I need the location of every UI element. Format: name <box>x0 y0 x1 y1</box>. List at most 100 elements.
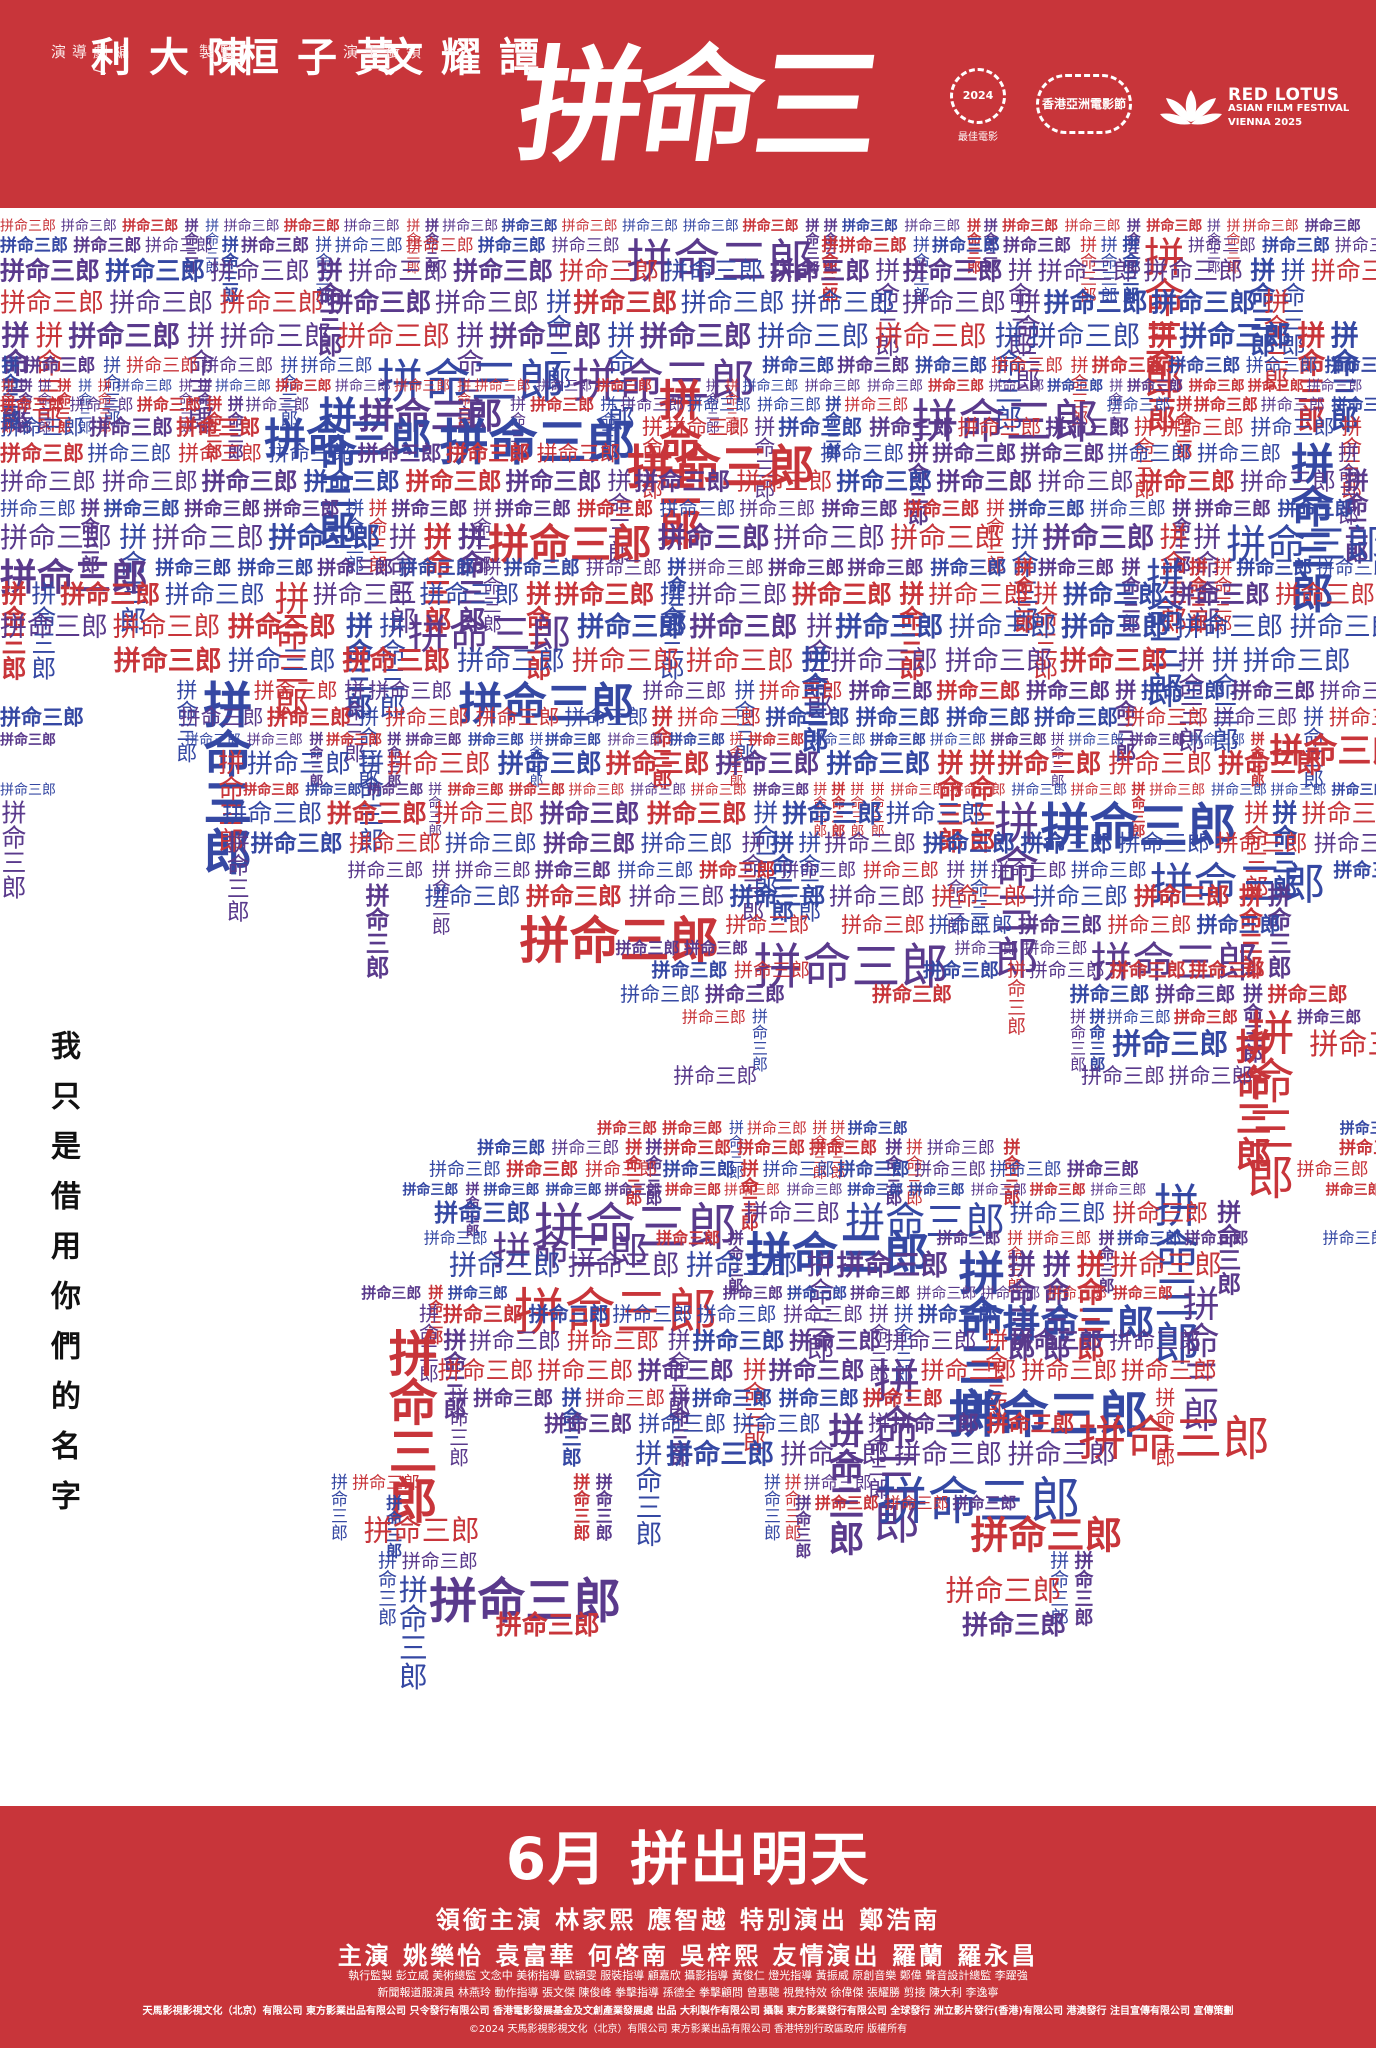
word-cloud-phrase: 拼命三郎 <box>464 1181 481 1239</box>
word-cloud-phrase: 拼命三郎 <box>1309 1027 1376 1061</box>
word-cloud-phrase: 拼命三郎 <box>1249 731 1266 789</box>
word-cloud-phrase: 拼命三郎 <box>335 378 391 395</box>
word-cloud-phrase: 拼命三郎 <box>214 749 244 853</box>
word-cloud-phrase: 拼命三郎 <box>554 580 654 609</box>
word-cloud-phrase: 拼命三郎 <box>762 355 834 377</box>
word-cloud-phrase: 拼命三郎 <box>1136 236 1184 400</box>
word-cloud-phrase: 拼命三郎 <box>89 414 173 439</box>
company-line: 天馬影視影視文化（北京）有限公司 東方影業出品有限公司 只令發行有限公司 香港電… <box>142 2006 1234 2017</box>
award-hk-asian-film-festival: 香港亞洲電影節 <box>1036 74 1132 134</box>
word-cloud-phrase: 拼命三郎 <box>1117 1229 1181 1248</box>
word-cloud-phrase: 拼命三郎 <box>559 256 659 285</box>
word-cloud-phrase: 拼命三郎 <box>104 497 180 520</box>
word-cloud-phrase: 拼命三郎 <box>243 781 299 798</box>
word-cloud-phrase: 拼命三郎 <box>429 859 451 935</box>
word-cloud-phrase: 拼命三郎 <box>622 218 678 235</box>
word-cloud-phrase: 拼命三郎 <box>1259 288 1289 392</box>
word-cloud-phrase: 拼命三郎 <box>1169 1064 1253 1088</box>
word-cloud-phrase: 拼命三郎 <box>1144 320 1177 432</box>
word-cloud-phrase: 拼命三郎 <box>174 679 198 763</box>
word-cloud-phrase: 拼命三郎 <box>991 731 1047 748</box>
word-cloud-phrase: 拼命三郎 <box>61 218 117 235</box>
word-cloud-phrase: 拼命三郎 <box>541 288 571 392</box>
word-cloud-phrase: 拼命三郎 <box>438 1356 534 1384</box>
word-cloud-phrase: 拼命三郎 <box>618 859 694 881</box>
word-cloud-phrase: 拼命三郎 <box>568 1248 680 1281</box>
word-cloud-phrase: 拼命三郎 <box>643 679 727 703</box>
word-cloud-phrase: 拼命三郎 <box>222 799 322 828</box>
word-cloud-phrase: 拼命三郎 <box>311 235 332 303</box>
word-cloud-phrase: 拼命三郎 <box>341 612 373 720</box>
word-cloud-phrase: 拼命三郎 <box>122 218 178 235</box>
word-cloud-phrase: 拼命三郎 <box>1039 1249 1072 1361</box>
word-cloud-phrase: 拼命三郎 <box>727 1119 745 1179</box>
word-cloud-phrase: 拼命三郎 <box>1213 1199 1242 1295</box>
word-cloud-phrase: 拼命三郎 <box>933 749 963 853</box>
word-cloud-phrase: 拼命三郎 <box>902 1138 923 1206</box>
word-cloud-phrase: 拼命三郎 <box>890 521 1002 554</box>
word-cloud-phrase: 拼命三郎 <box>502 218 558 235</box>
word-cloud-phrase: 拼命三郎 <box>1225 218 1241 274</box>
word-cloud-phrase: 拼命三郎 <box>1213 705 1297 729</box>
word-cloud-phrase: 拼命三郎 <box>1068 731 1124 748</box>
word-cloud-phrase: 拼命三郎 <box>864 1412 890 1500</box>
word-cloud-phrase: 拼命三郎 <box>109 288 213 318</box>
word-cloud-phrase: 拼命三郎 <box>923 830 1015 857</box>
word-cloud-phrase: 拼命三郎 <box>824 831 916 857</box>
word-cloud-phrase: 拼命三郎 <box>779 1386 859 1410</box>
word-cloud-phrase: 拼命三郎 <box>495 497 571 520</box>
word-cloud-phrase: 拼命三郎 <box>914 1159 986 1180</box>
word-cloud-phrase: 拼命三郎 <box>1269 731 1376 771</box>
word-cloud-phrase: 拼命三郎 <box>23 355 95 377</box>
word-cloud-phrase: 拼命三郎 <box>928 580 1028 609</box>
word-cloud-phrase: 拼命三郎 <box>327 799 427 828</box>
word-cloud-phrase: 拼命三郎 <box>1139 467 1235 496</box>
word-cloud-phrase: 拼命三郎 <box>1047 1550 1069 1626</box>
word-cloud-phrase: 拼命三郎 <box>929 913 1013 937</box>
word-cloud-phrase: 拼命三郎 <box>955 939 1019 958</box>
word-cloud-phrase: 拼命三郎 <box>1149 781 1205 798</box>
word-cloud-phrase: 拼命三郎 <box>1156 521 1189 633</box>
word-cloud-phrase: 拼命三郎 <box>930 556 1006 579</box>
word-cloud-phrase: 拼命三郎 <box>367 781 423 798</box>
word-cloud-phrase: 拼命三郎 <box>1096 1228 1116 1293</box>
word-cloud-phrase: 拼命三郎 <box>634 467 730 496</box>
word-cloud-phrase: 拼命三郎 <box>1243 218 1299 235</box>
word-cloud-phrase: 拼命三郎 <box>1108 750 1212 780</box>
word-cloud-phrase: 拼命三郎 <box>537 442 621 466</box>
word-cloud-phrase: 拼命三郎 <box>1081 1064 1165 1088</box>
word-cloud-phrase: 拼命三郎 <box>986 1412 1074 1438</box>
word-cloud-phrase: 拼命三郎 <box>1230 1028 1272 1172</box>
word-cloud-phrase: 拼命三郎 <box>1060 645 1168 677</box>
word-cloud-phrase: 拼命三郎 <box>932 441 1016 466</box>
word-cloud-phrase: 拼命三郎 <box>1072 1549 1094 1627</box>
word-cloud-phrase: 拼命三郎 <box>705 982 785 1006</box>
word-cloud-phrase: 拼命三郎 <box>1271 781 1327 798</box>
word-cloud-phrase: 拼命三郎 <box>1065 218 1121 235</box>
word-cloud-phrase: 拼命三郎 <box>1231 678 1315 703</box>
word-cloud-phrase: 拼命三郎 <box>1068 355 1089 427</box>
word-cloud-phrase: 拼命三郎 <box>915 355 987 377</box>
word-cloud-phrase: 拼命三郎 <box>203 218 219 274</box>
word-cloud-phrase: 拼命三郎 <box>1195 497 1271 520</box>
word-cloud-phrase: 拼命三郎 <box>305 781 361 798</box>
word-cloud-phrase: 拼命三郎 <box>1071 781 1127 798</box>
word-cloud-phrase: 拼命三郎 <box>872 257 901 357</box>
word-cloud-phrase: 拼命三郎 <box>810 1119 828 1179</box>
word-cloud-phrase: 拼命三郎 <box>180 705 264 729</box>
word-cloud-phrase: 拼命三郎 <box>640 320 752 353</box>
word-cloud-phrase: 拼命三郎 <box>780 859 856 881</box>
word-cloud-phrase: 拼命三郎 <box>867 378 923 395</box>
word-cloud-phrase: 拼命三郎 <box>220 320 332 353</box>
word-cloud-phrase: 拼命三郎 <box>909 1181 965 1198</box>
word-cloud-phrase: 拼命三郎 <box>203 395 223 460</box>
word-cloud-phrase: 拼命三郎 <box>183 217 200 275</box>
word-cloud-phrase: 拼命三郎 <box>1113 1284 1173 1302</box>
word-cloud-phrase: 拼命三郎 <box>704 378 720 434</box>
word-cloud-phrase: 拼命三郎 <box>760 1473 781 1541</box>
word-cloud-phrase: 拼命三郎 <box>953 1494 1017 1513</box>
word-cloud-phrase: 拼命三郎 <box>597 1119 657 1137</box>
word-cloud-phrase: 拼命三郎 <box>667 1385 691 1467</box>
word-cloud-phrase: 拼命三郎 <box>792 1493 812 1558</box>
word-cloud-phrase: 拼命三郎 <box>1130 781 1147 839</box>
